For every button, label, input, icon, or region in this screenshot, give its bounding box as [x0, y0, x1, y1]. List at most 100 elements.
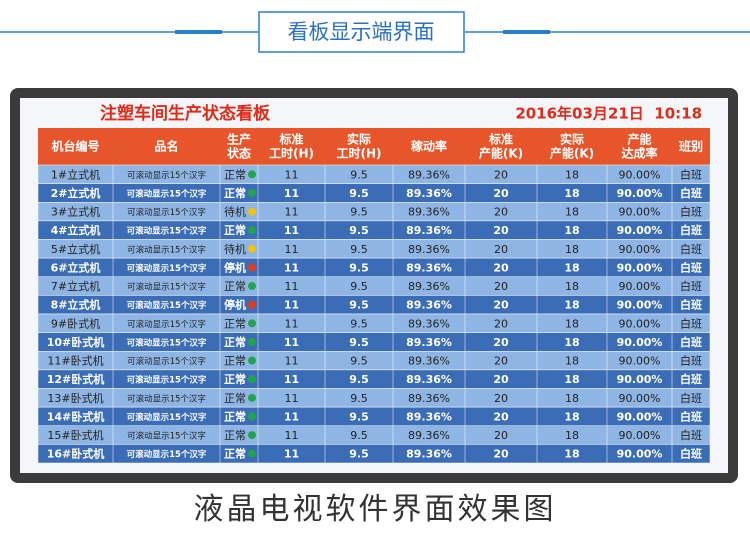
table-cell: 11	[285, 280, 299, 293]
table-cell: 3#立式机	[51, 205, 100, 219]
table-cell: 11	[285, 429, 299, 442]
table-cell: 18	[564, 187, 579, 200]
table-cell: 5#立式机	[51, 242, 100, 256]
table-cell: 正常	[224, 392, 246, 405]
column-header-line: 工时(H)	[336, 145, 381, 160]
table-cell: 白班	[680, 335, 702, 349]
table-cell: 20	[494, 168, 508, 181]
table-cell: 18	[564, 448, 579, 461]
table-cell: 90.00%	[617, 410, 663, 423]
table-cell: 9.5	[350, 280, 368, 293]
table-cell: 6#立式机	[51, 260, 101, 274]
table-cell: 11	[285, 317, 299, 330]
board-title: 注塑车间生产状态看板	[100, 103, 271, 124]
table-cell: 90.00%	[617, 224, 663, 237]
status-dot	[248, 393, 256, 402]
table-cell: 9#卧式机	[51, 316, 100, 330]
table-cell: 18	[564, 373, 579, 386]
column-header: 机台编号	[51, 138, 99, 153]
table-cell: 10#卧式机	[47, 335, 105, 349]
table-cell: 89.36%	[408, 280, 450, 293]
table-cell: 89.36%	[406, 187, 452, 200]
table-cell: 18	[565, 392, 579, 405]
table-cell: 可滚动显示15个汉字	[127, 319, 206, 330]
table-cell: 白班	[680, 391, 702, 405]
table-cell: 9.5	[349, 261, 369, 274]
table-cell: 90.00%	[619, 168, 661, 181]
column-header-line: 工时(H)	[269, 145, 314, 160]
table-cell: 正常	[224, 317, 246, 330]
table-cell: 18	[564, 224, 579, 237]
table-cell: 20	[494, 392, 508, 405]
table-cell: 白班	[680, 260, 702, 274]
table-cell: 90.00%	[619, 429, 661, 442]
table-cell: 可滚动显示15个汉字	[127, 282, 206, 293]
table-cell: 90.00%	[619, 355, 661, 368]
table-cell: 18	[565, 206, 579, 219]
table-cell: 白班	[680, 205, 702, 219]
table-cell: 90.00%	[617, 299, 663, 312]
table-cell: 20	[494, 206, 508, 219]
table-row	[37, 444, 711, 464]
table-cell: 11#卧式机	[47, 354, 103, 368]
status-dot	[248, 337, 256, 346]
table-cell: 14#卧式机	[47, 409, 105, 423]
column-header-line: 产能	[627, 131, 651, 146]
table-cell: 可滚动显示15个汉字	[127, 449, 207, 460]
table-cell: 90.00%	[619, 392, 661, 405]
table-cell: 20	[493, 299, 509, 312]
table-cell: 可滚动显示15个汉字	[127, 226, 207, 237]
column-header-line: 稼动率	[411, 138, 447, 153]
column-header-line: 达成率	[621, 145, 657, 160]
table-cell: 18	[564, 410, 579, 423]
table-cell: 9.5	[350, 168, 368, 181]
table-cell: 90.00%	[619, 280, 661, 293]
table-cell: 90.00%	[617, 187, 663, 200]
column-header-line: 生产	[227, 131, 251, 146]
table-cell: 可滚动显示15个汉字	[127, 207, 206, 218]
header-row	[38, 128, 710, 165]
table-cell: 13#卧式机	[47, 391, 103, 405]
table-cell: 9.5	[350, 317, 368, 330]
table-cell: 可滚动显示15个汉字	[127, 431, 206, 442]
status-dot	[248, 282, 256, 291]
table-cell: 89.36%	[406, 261, 452, 274]
table-cell: 白班	[680, 242, 702, 256]
table-cell: 可滚动显示15个汉字	[127, 356, 206, 367]
table-cell: 9.5	[350, 355, 368, 368]
table-cell: 正常	[224, 223, 246, 237]
table-cell: 89.36%	[408, 317, 450, 330]
column-header-line: 实际	[347, 131, 371, 146]
table-cell: 待机	[224, 242, 246, 256]
table-cell: 可滚动显示15个汉字	[127, 170, 206, 181]
table-cell: 89.36%	[408, 392, 450, 405]
status-dot	[248, 170, 256, 179]
table-cell: 20	[494, 243, 508, 256]
caption: 液晶电视软件界面效果图	[194, 492, 557, 527]
table-cell: 89.36%	[408, 206, 450, 219]
table-cell: 可滚动显示15个汉字	[127, 375, 207, 386]
table-cell: 12#卧式机	[47, 372, 105, 386]
table-cell: 白班	[680, 372, 702, 386]
table-cell: 9.5	[349, 187, 369, 200]
column-header: 产能达成率	[621, 131, 657, 160]
table-cell: 7#立式机	[51, 279, 100, 293]
table-cell: 20	[493, 448, 509, 461]
status-dot	[248, 356, 256, 365]
status-dot	[248, 244, 256, 253]
table-cell: 20	[493, 187, 509, 200]
table-cell: 正常	[224, 409, 246, 423]
table-cell: 20	[493, 410, 509, 423]
table-cell: 白班	[680, 223, 702, 237]
table-cell: 11	[285, 206, 299, 219]
table-cell: 20	[494, 280, 508, 293]
table-cell: 18	[565, 317, 579, 330]
table-cell: 11	[284, 448, 299, 461]
column-header-line: 标准	[488, 131, 513, 146]
table-cell: 白班	[680, 354, 702, 368]
table-cell: 89.36%	[406, 373, 452, 386]
column-header-line: 标准	[278, 131, 303, 146]
table-cell: 18	[565, 280, 579, 293]
table-cell: 15#卧式机	[47, 428, 103, 442]
